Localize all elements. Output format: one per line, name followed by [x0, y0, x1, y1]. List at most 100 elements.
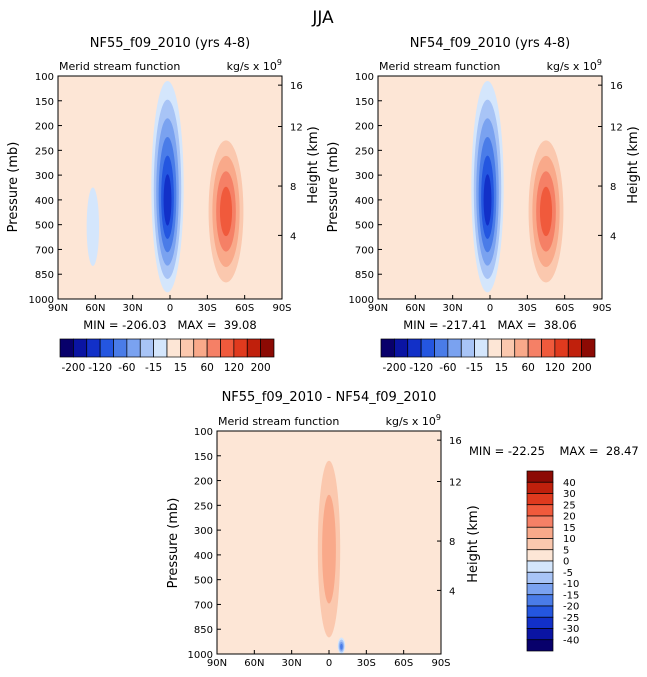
colorbar-box	[527, 338, 542, 358]
colorbar-box	[113, 338, 128, 358]
left-string: Merid stream function	[218, 415, 339, 428]
panel-title: NF55_f09_2010 - NF54_f09_2010	[222, 390, 437, 405]
contour-field	[378, 76, 602, 299]
y-tick-label: 300	[355, 171, 374, 182]
y-tick-label: 100	[35, 72, 54, 83]
colorbar-label: 0	[563, 557, 569, 568]
x-tick-label: 30S	[518, 303, 537, 314]
colorbar-label: 200	[251, 362, 271, 374]
y-tick-label: 150	[35, 97, 54, 108]
colorbar-label: 5	[563, 545, 569, 556]
colorbar-box	[526, 571, 554, 584]
colorbar-label: 60	[200, 362, 213, 374]
colorbar-box	[73, 338, 88, 358]
colorbar-label: -60	[439, 362, 456, 374]
colorbar-box	[246, 338, 261, 358]
y-axis-label: Pressure (mb)	[6, 142, 21, 233]
panel-nf54: NF54_f09_2010 (yrs 4-8) Merid stream fun…	[326, 36, 641, 374]
x-tick-label: 0	[326, 658, 332, 669]
colorbar-box	[526, 560, 554, 573]
contour-level-4	[539, 186, 553, 237]
min-max-label: MIN = -217.41 MAX = 38.06	[403, 318, 576, 332]
y-tick-label: 400	[355, 196, 374, 207]
left-string: Merid stream function	[59, 60, 180, 73]
x-tick-label: 0	[167, 303, 173, 314]
colorbar-label: -5	[563, 568, 573, 579]
colorbar-box	[526, 515, 554, 528]
y-tick-label: 250	[35, 146, 54, 157]
y-tick-label: 850	[194, 625, 213, 636]
x-tick-label: 90N	[48, 303, 68, 314]
contour-southern-cell	[528, 140, 564, 283]
x-tick-label: 30S	[198, 303, 217, 314]
height-tick-label: 4	[449, 586, 455, 597]
colorbar-label: -15	[563, 590, 579, 601]
colorbar-box	[380, 338, 395, 358]
colorbar-box	[526, 470, 554, 483]
colorbar-label: 25	[563, 500, 576, 511]
height-tick-label: 16	[290, 81, 303, 92]
height-tick-label: 4	[290, 231, 296, 242]
y-tick-label: 200	[194, 477, 213, 488]
y-tick-label: 250	[194, 501, 213, 512]
x-tick-label: 90S	[431, 658, 450, 669]
units-string: kg/s x 109	[547, 58, 602, 73]
height-tick-label: 8	[449, 537, 455, 548]
y-tick-label: 200	[355, 122, 374, 133]
y-tick-label: 150	[194, 452, 213, 463]
x-tick-label: 30S	[357, 658, 376, 669]
colorbar-box	[526, 526, 554, 539]
page-title: JJA	[311, 8, 334, 28]
x-tick-label: 60N	[405, 303, 425, 314]
colorbar-box	[526, 493, 554, 506]
colorbar-box	[126, 338, 141, 358]
colorbar-box	[514, 338, 529, 358]
y-tick-label: 1000	[29, 295, 54, 306]
y-tick-label: 200	[35, 122, 54, 133]
y-tick-label: 850	[355, 270, 374, 281]
y-tick-label: 100	[355, 72, 374, 83]
y-tick-label: 700	[355, 245, 374, 256]
colorbar-box	[260, 338, 275, 358]
colorbar-box	[526, 616, 554, 629]
contour-fills	[471, 80, 564, 293]
panel-title: NF54_f09_2010 (yrs 4-8)	[410, 36, 570, 51]
colorbar-box	[526, 594, 554, 607]
colorbar-box	[394, 338, 409, 358]
colorbar-box	[86, 338, 101, 358]
y-tick-label: 300	[194, 526, 213, 537]
colorbar-box	[193, 338, 208, 358]
colorbar-label: -15	[145, 362, 162, 374]
colorbar-label: -200	[382, 362, 406, 374]
y-tick-label: 500	[355, 221, 374, 232]
height-tick-label: 16	[449, 436, 462, 447]
colorbar-box	[526, 481, 554, 494]
x-tick-label: 90N	[207, 658, 227, 669]
height-tick-label: 8	[290, 182, 296, 193]
colorbar-box	[487, 338, 502, 358]
y-tick-label: 100	[194, 427, 213, 438]
panel-nf55: NF55_f09_2010 (yrs 4-8) Merid stream fun…	[6, 36, 321, 374]
x-tick-label: 60S	[235, 303, 254, 314]
colorbar-label: 120	[545, 362, 565, 374]
colorbar-box	[460, 338, 475, 358]
y-tick-label: 500	[35, 221, 54, 232]
colorbar-label: -30	[563, 624, 579, 635]
contour-difference-positive-band	[317, 460, 341, 638]
x-tick-label: 60N	[85, 303, 105, 314]
colorbar-label: -40	[563, 635, 579, 646]
colorbar-label: 15	[495, 362, 508, 374]
colorbar-box	[447, 338, 462, 358]
colorbar-label: -120	[409, 362, 433, 374]
colorbar-label: -20	[563, 602, 579, 613]
colorbar-box	[407, 338, 422, 358]
y-tick-label: 850	[35, 270, 54, 281]
height-tick-label: 12	[610, 122, 623, 133]
units-string: kg/s x 109	[227, 58, 282, 73]
x-tick-label: 30N	[282, 658, 302, 669]
y-tick-label: 700	[194, 600, 213, 611]
colorbar-box	[541, 338, 556, 358]
colorbar-box	[526, 605, 554, 618]
